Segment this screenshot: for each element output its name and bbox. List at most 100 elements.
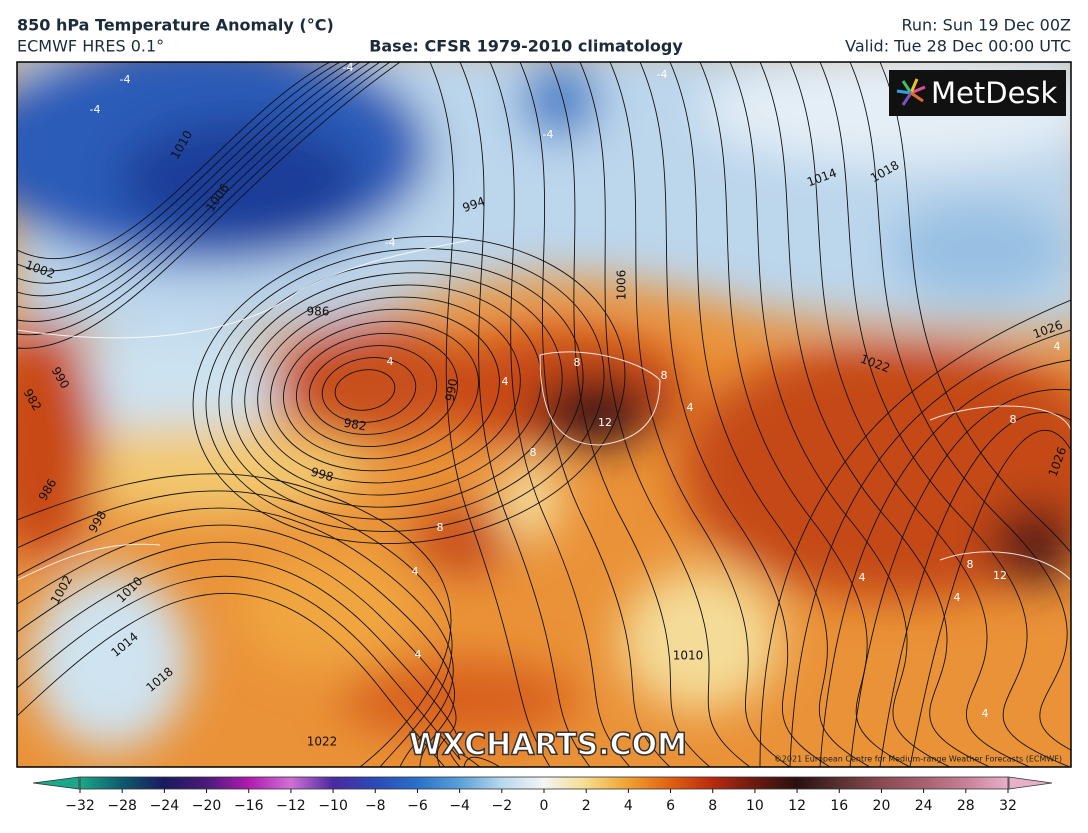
anomaly-label: -4 (385, 236, 396, 249)
anomaly-label: -4 (90, 103, 101, 116)
isobar (17, 62, 371, 309)
colorbar-tick-label: −8 (365, 798, 386, 814)
anomaly-label: 8 (530, 446, 537, 459)
isobar (909, 430, 1071, 767)
isobar-label: 990 (443, 377, 461, 402)
isobar (699, 62, 911, 767)
contour (939, 551, 1071, 581)
isobar (17, 575, 481, 767)
anomaly-label: 8 (661, 369, 668, 382)
isobar (17, 541, 457, 767)
isobar (231, 272, 563, 508)
isobar (789, 62, 1031, 767)
anomaly-label: 8 (967, 558, 974, 571)
colorbar-tick-label: 32 (999, 798, 1017, 814)
isobar (205, 248, 605, 532)
title: 850 hPa Temperature Anomaly (°C) (17, 16, 334, 35)
anomaly-label: 8 (437, 521, 444, 534)
anomaly-label: 4 (502, 375, 509, 388)
colorbar-tick-label: 28 (957, 798, 975, 814)
colorbar-tick-label: −32 (65, 798, 95, 814)
colorbar-tick-label: −12 (276, 798, 306, 814)
isobar (295, 332, 459, 448)
isobar (17, 62, 381, 323)
watermark: WXCHARTS.COM (409, 728, 687, 763)
anomaly-label: -4 (543, 128, 554, 141)
isobar (579, 62, 751, 767)
isobar (192, 236, 626, 544)
isobar (270, 308, 500, 472)
run: Run: Sun 19 Dec 00Z (902, 16, 1072, 35)
anomaly-label: -4 (120, 73, 131, 86)
isobar (321, 357, 417, 423)
colorbar-tick-label: −10 (318, 798, 348, 814)
anomaly-label: 12 (993, 569, 1007, 582)
isobar (17, 62, 351, 284)
isobar-label: 998 (309, 465, 335, 484)
copyright: ©2021 European Centre for Medium-range W… (774, 755, 1062, 764)
anomaly-label: 8 (574, 356, 581, 369)
valid: Valid: Tue 28 Dec 00:00 UTC (845, 37, 1071, 56)
anomaly-label: 4 (387, 355, 394, 368)
isobar-label: 986 (307, 305, 330, 319)
colorbar-extend-low (32, 776, 80, 790)
isobar (669, 62, 871, 767)
map: 1010100610029949869829989909829869981002… (17, 62, 1071, 767)
colorbar-tick-label: 4 (624, 798, 633, 814)
isobar (519, 62, 671, 767)
isobar (17, 62, 361, 297)
isobar (819, 359, 1071, 767)
colorbar-extend-high (1008, 776, 1053, 790)
logo-box (889, 70, 1066, 116)
isobar (17, 524, 456, 767)
isobar (17, 558, 461, 767)
map-frame (16, 61, 1072, 768)
colorbar-tick-label: −2 (491, 798, 512, 814)
base: Base: CFSR 1979-2010 climatology (369, 37, 683, 56)
anomaly-label: 12 (598, 416, 612, 429)
colorbar-tick-label: −16 (234, 798, 264, 814)
colorbar-tick-label: −28 (107, 798, 137, 814)
isobar (17, 473, 452, 767)
colorbar-tick-label: 2 (582, 798, 591, 814)
contour (17, 239, 471, 339)
colorbar-tick-label: −4 (449, 798, 470, 814)
contour (929, 405, 1071, 431)
isobar (549, 62, 711, 767)
isobar (729, 62, 951, 767)
isobar (429, 62, 551, 767)
isobar (849, 388, 1071, 767)
isobar (639, 62, 831, 767)
isobar (879, 62, 1071, 554)
isobar (459, 62, 591, 767)
isobar (849, 62, 1071, 751)
logo-text: MetDesk (931, 76, 1058, 110)
isobar (879, 412, 1071, 767)
anomaly-label: 4 (982, 707, 989, 720)
logo-icon (896, 78, 926, 106)
anomaly-label: 4 (415, 648, 422, 661)
anomaly-contours (17, 239, 1071, 581)
isobar (283, 320, 479, 460)
isobars (17, 62, 1071, 767)
anomaly-label: 8 (1010, 413, 1017, 426)
isobar (308, 345, 438, 435)
anomaly-label: 4 (687, 401, 694, 414)
model: ECMWF HRES 0.1° (17, 37, 164, 56)
colorbar-tick-label: −20 (192, 798, 222, 814)
isobar-label: 982 (343, 416, 368, 434)
colorbar-tick-label: 20 (873, 798, 891, 814)
anomaly-label: 4 (954, 591, 961, 604)
isobar (218, 260, 584, 520)
isobar (489, 62, 631, 767)
colorbar-tick-label: −24 (150, 798, 180, 814)
isobar (257, 296, 521, 484)
isobar (17, 62, 401, 349)
anomaly-label: -4 (657, 68, 668, 81)
isobar (609, 62, 791, 767)
isobar-label: 1006 (615, 270, 629, 301)
colorbar-tick-label: −6 (407, 798, 428, 814)
isobar-label: 1022 (307, 735, 338, 749)
colorbar: −32 −28 −24 −20 −16 −12 −10 −8 −6 −4 −2 0 2 4 6 8 10 12 16… (32, 776, 1053, 814)
